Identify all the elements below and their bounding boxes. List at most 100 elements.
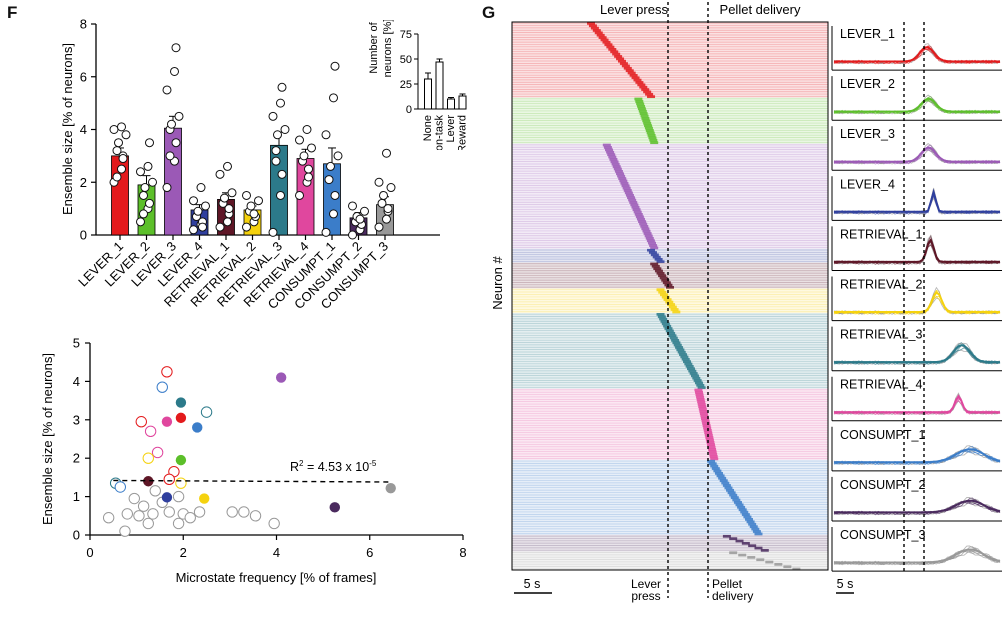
activity-peak (696, 398, 705, 401)
activity-peak (690, 374, 699, 378)
scatter-y-label: Ensemble size [% of neurons] (40, 353, 55, 525)
activity-peak (704, 431, 713, 435)
filled-point (385, 482, 396, 494)
activity-peak (650, 253, 659, 257)
activity-peak (662, 281, 671, 285)
activity-peak (719, 479, 728, 483)
individual-point (118, 154, 128, 164)
activity-peak (653, 267, 662, 270)
activity-peak (617, 59, 626, 63)
bar-y-label: Ensemble size [% of neurons] (60, 43, 75, 215)
activity-peak (751, 527, 760, 531)
individual-point (254, 196, 263, 206)
trace-panel-retrieval_4: RETRIEVAL_4 (831, 376, 1002, 422)
activity-peak (729, 551, 738, 555)
activity-peak (697, 402, 706, 406)
trace-label: RETRIEVAL_3 (840, 328, 922, 342)
activity-peak (722, 484, 731, 487)
trace-mean-line (834, 394, 1000, 414)
activity-peak (721, 481, 730, 485)
raster-block-retrieval_4 (512, 388, 828, 461)
open-point (142, 517, 154, 530)
individual-point (136, 217, 145, 227)
activity-peak (652, 255, 661, 259)
activity-peak (727, 491, 736, 495)
activity-peak (627, 196, 636, 200)
trace-line (833, 286, 1001, 315)
trace-label: LEVER_2 (840, 77, 895, 91)
activity-peak (760, 549, 769, 552)
block-background (512, 248, 828, 263)
individual-point (162, 85, 172, 95)
activity-peak (668, 305, 677, 309)
activity-peak (596, 33, 605, 37)
activity-peak (598, 36, 607, 39)
activity-peak (692, 376, 701, 380)
open-point (147, 508, 159, 520)
lever-press-bottom-1: Lever (631, 577, 661, 591)
activity-peak (683, 360, 692, 364)
raster-heatmap: Lever press Pellet delivery Neuron # 5 s… (490, 2, 829, 603)
inset-bar-none (424, 78, 432, 110)
activity-peak (675, 346, 684, 349)
individual-point (224, 204, 234, 214)
activity-peak (696, 395, 705, 399)
open-point (114, 481, 127, 493)
block-background (512, 551, 828, 570)
trace-panel-consumpt_3: CONSUMPT_3 (831, 527, 1002, 572)
individual-point (121, 130, 131, 140)
activity-peak (667, 303, 676, 306)
activity-peak (656, 312, 665, 316)
activity-peak (614, 169, 623, 173)
inset-y-tick-label: 75 (400, 29, 412, 41)
individual-point (355, 214, 365, 224)
activity-peak (636, 217, 645, 221)
inset-category-label: Non-task (434, 115, 446, 150)
activity-peak (657, 315, 666, 319)
individual-point (215, 222, 225, 232)
activity-peak (609, 158, 618, 161)
open-point (172, 490, 185, 503)
individual-point (348, 230, 357, 240)
trace-mean-line (834, 344, 1000, 364)
individual-point (249, 209, 259, 219)
trace-panel-retrieval_3: RETRIEVAL_3 (831, 326, 1002, 372)
raster-block-lever_4 (512, 248, 828, 263)
activity-peak (740, 510, 749, 514)
trace-label: LEVER_1 (840, 27, 895, 41)
activity-peak (621, 64, 630, 68)
activity-peak (694, 390, 703, 394)
trace-mean-line (834, 291, 1000, 313)
open-point (135, 416, 147, 428)
activity-peak (640, 224, 649, 228)
activity-peak (642, 119, 651, 123)
activity-peak (633, 210, 642, 214)
activity-peak (743, 515, 752, 519)
activity-peak (676, 348, 685, 352)
trace-panel-lever_2: LEVER_2 (831, 76, 1002, 121)
activity-peak (639, 85, 648, 89)
individual-point (360, 206, 369, 216)
activity-peak (635, 100, 644, 103)
pellet-delivery-title: Pellet delivery (720, 2, 801, 17)
activity-peak (647, 248, 656, 252)
activity-peak (698, 405, 707, 409)
activity-peak (602, 143, 611, 147)
individual-point (276, 190, 285, 200)
activity-peak (711, 467, 720, 470)
activity-peak (792, 567, 801, 571)
open-point (156, 381, 168, 393)
activity-peak (722, 534, 731, 538)
activity-peak (621, 184, 630, 188)
activity-peak (748, 522, 757, 526)
activity-peak (783, 565, 792, 569)
trace-label: CONSUMPT_2 (840, 478, 925, 492)
individual-point (136, 167, 145, 177)
trace-mean-line (834, 46, 1000, 63)
scatter-x-tick-label: 6 (366, 545, 373, 560)
activity-peak (629, 73, 638, 77)
trace-panel-consumpt_2: CONSUMPT_2 (831, 476, 1002, 522)
inset-y-tick-label: 25 (400, 79, 412, 91)
activity-peak (704, 433, 713, 437)
activity-peak (698, 407, 707, 411)
